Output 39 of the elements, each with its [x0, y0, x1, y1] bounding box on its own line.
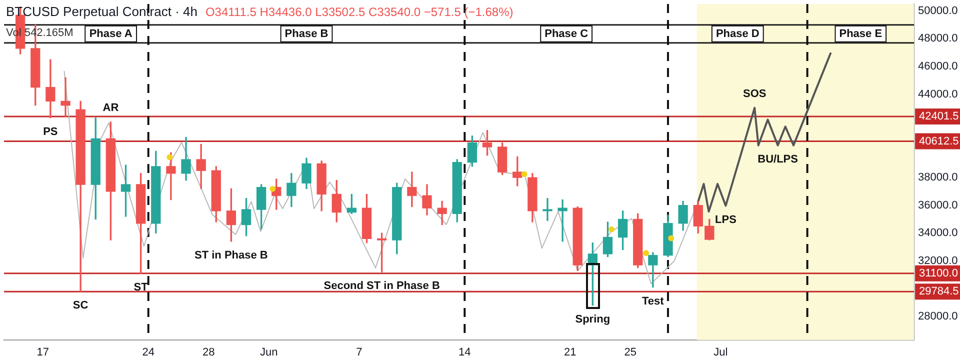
x-tick-label: 21: [564, 346, 576, 359]
y-tick-label: 28000.0: [918, 310, 958, 322]
x-tick-label: 25: [624, 346, 636, 359]
annotation: Phase A: [89, 28, 132, 40]
x-tick-label: 24: [142, 346, 154, 359]
y-tick-label: 34000.0: [918, 227, 958, 240]
ref-line-label: 42401.5: [919, 110, 959, 122]
annotation: Phase C: [544, 28, 588, 40]
x-tick-label: 7: [356, 346, 362, 359]
ref-line-label: 29784.5: [919, 286, 959, 298]
annotation: ST in Phase B: [194, 249, 268, 262]
x-tick-label: Jun: [260, 346, 278, 359]
y-tick-label: 44000.0: [918, 88, 958, 100]
y-tick-label: 50000.0: [918, 4, 958, 17]
x-tick-label: 28: [202, 346, 215, 359]
annotation: PS: [43, 126, 58, 138]
x-tick-label: 17: [36, 346, 50, 359]
annotation: Phase E: [839, 28, 882, 40]
annotation: Spring: [575, 313, 610, 326]
annotation: Phase D: [716, 28, 760, 40]
annotation: O34111.5 H34436.0 L33502.5 C33540.0 −571.5 (−1.68%): [205, 5, 514, 19]
y-tick-label: 38000.0: [918, 172, 958, 184]
annotation: AR: [102, 102, 119, 114]
y-tick-label: 32000.0: [918, 254, 958, 267]
annotation: BU/LPS: [758, 153, 798, 166]
annotation: SOS: [742, 88, 766, 100]
annotation: ST: [134, 281, 148, 294]
annotation: SC: [72, 299, 88, 312]
y-tick-label: 46000.0: [918, 60, 958, 73]
annotation: Phase B: [284, 28, 328, 40]
ref-line-label: 40612.5: [919, 135, 959, 148]
y-tick-label: 48000.0: [918, 32, 958, 45]
annotation: LPS: [715, 214, 736, 226]
annotation: Second ST in Phase B: [324, 280, 440, 292]
annotation: Test: [642, 295, 664, 308]
y-tick-label: 36000.0: [918, 199, 958, 212]
x-tick-label: Jul: [714, 346, 728, 359]
ref-line-label: 31100.0: [919, 267, 958, 280]
x-tick-label: 14: [458, 346, 471, 359]
